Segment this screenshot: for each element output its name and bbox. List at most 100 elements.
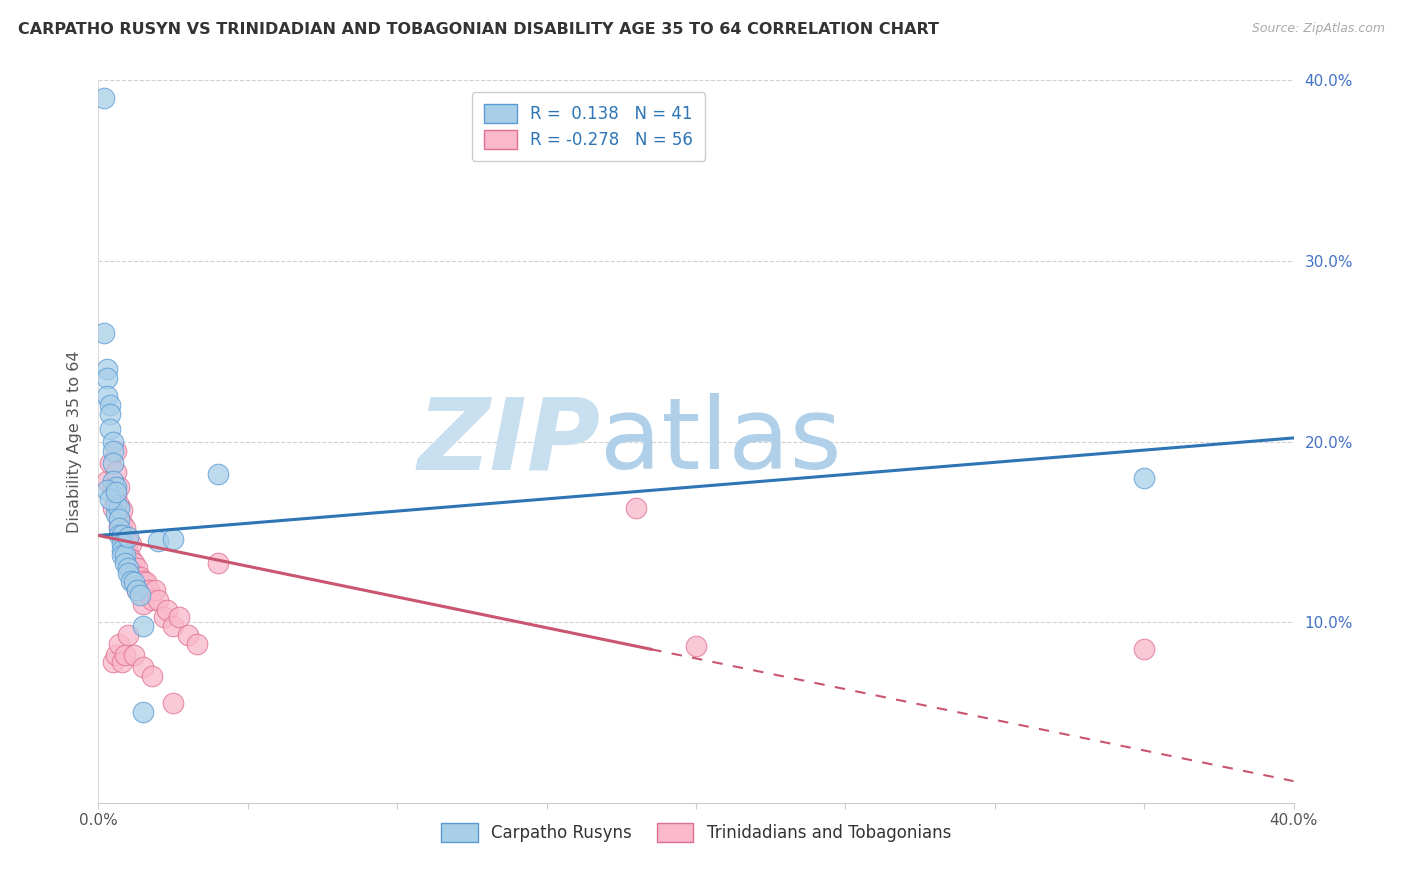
Point [138, 582, 160, 597]
Point [108, 498, 131, 512]
Text: atlas: atlas [600, 393, 842, 490]
Point [117, 561, 139, 575]
Point [141, 669, 163, 683]
Legend: Carpatho Rusyns, Trinidadians and Tobagonians: Carpatho Rusyns, Trinidadians and Tobago… [434, 816, 957, 848]
Point [685, 639, 707, 653]
Point [143, 582, 166, 597]
Y-axis label: Disability Age 35 to 64: Disability Age 35 to 64 [67, 351, 83, 533]
Point [114, 542, 136, 557]
Point [124, 556, 146, 570]
Point [103, 655, 125, 669]
Point [186, 637, 208, 651]
Point [1133, 642, 1156, 657]
Point [105, 485, 128, 500]
Point [167, 609, 190, 624]
Point [105, 498, 128, 512]
Point [132, 597, 155, 611]
Point [626, 501, 648, 516]
Point [124, 566, 146, 581]
Point [105, 489, 128, 503]
Point [111, 503, 134, 517]
Point [111, 516, 134, 530]
Text: ZIP: ZIP [418, 393, 600, 490]
Point [93, 326, 115, 340]
Point [114, 549, 136, 563]
Point [103, 456, 125, 470]
Point [96, 362, 118, 376]
Point [98, 492, 122, 507]
Point [108, 512, 131, 526]
Point [132, 660, 155, 674]
Point [132, 574, 155, 588]
Point [108, 519, 131, 533]
Point [114, 648, 136, 662]
Point [105, 443, 128, 458]
Point [108, 521, 131, 535]
Point [117, 566, 139, 581]
Point [120, 574, 142, 588]
Point [162, 697, 184, 711]
Point [105, 507, 128, 521]
Point [114, 521, 136, 535]
Point [105, 648, 128, 662]
Point [96, 371, 118, 385]
Point [114, 533, 136, 548]
Point [156, 602, 179, 616]
Point [127, 570, 149, 584]
Point [98, 408, 122, 422]
Point [108, 528, 131, 542]
Point [132, 706, 155, 720]
Point [111, 655, 134, 669]
Point [111, 528, 134, 542]
Point [93, 91, 115, 105]
Point [117, 547, 139, 561]
Point [207, 556, 229, 570]
Point [124, 575, 146, 590]
Point [129, 588, 152, 602]
Point [103, 443, 125, 458]
Point [96, 389, 118, 403]
Point [120, 552, 142, 566]
Point [162, 619, 184, 633]
Point [103, 480, 125, 494]
Point [105, 465, 128, 479]
Point [98, 398, 122, 412]
Point [132, 619, 155, 633]
Point [98, 456, 122, 470]
Point [96, 475, 118, 489]
Point [207, 467, 229, 481]
Point [148, 593, 170, 607]
Point [98, 422, 122, 436]
Point [96, 483, 118, 498]
Point [124, 648, 146, 662]
Point [162, 532, 184, 546]
Point [132, 582, 155, 597]
Point [124, 575, 146, 590]
Point [108, 480, 131, 494]
Point [103, 475, 125, 489]
Point [103, 501, 125, 516]
Point [117, 530, 139, 544]
Point [135, 575, 157, 590]
Point [105, 480, 128, 494]
Point [108, 501, 131, 516]
Point [111, 549, 134, 563]
Point [120, 565, 142, 579]
Point [117, 628, 139, 642]
Point [148, 533, 170, 548]
Point [153, 609, 176, 624]
Point [129, 570, 152, 584]
Point [111, 542, 134, 557]
Point [177, 628, 200, 642]
Point [127, 561, 149, 575]
Point [1133, 471, 1156, 485]
Point [108, 637, 131, 651]
Text: Source: ZipAtlas.com: Source: ZipAtlas.com [1251, 22, 1385, 36]
Point [127, 582, 149, 597]
Point [127, 582, 149, 597]
Point [141, 593, 163, 607]
Point [111, 528, 134, 542]
Point [120, 537, 142, 551]
Point [114, 556, 136, 570]
Point [117, 533, 139, 548]
